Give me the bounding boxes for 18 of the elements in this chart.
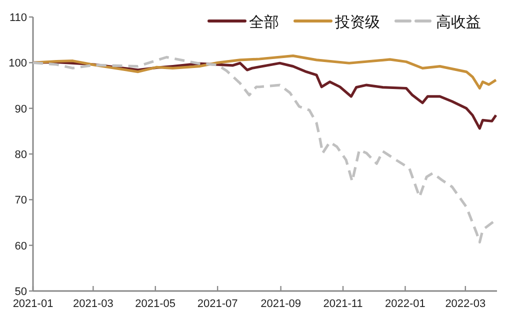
- x-tick-label: 2021-05: [135, 298, 176, 310]
- x-tick-label: 2021-01: [12, 298, 54, 310]
- y-tick-label: 60: [14, 240, 27, 252]
- x-tick-label: 2022-03: [445, 298, 486, 310]
- legend-label: 全部: [249, 14, 279, 31]
- y-tick-label: 50: [14, 286, 27, 298]
- legend-label: 投资级: [334, 14, 380, 31]
- y-tick-label: 110: [9, 12, 27, 24]
- legend-label: 高收益: [436, 14, 481, 31]
- y-tick-label: 100: [8, 58, 27, 70]
- x-tick-label: 2021-07: [197, 298, 238, 310]
- x-tick-label: 2021-11: [323, 298, 363, 310]
- x-tick-label: 2021-03: [72, 298, 114, 310]
- y-tick-label: 80: [14, 149, 27, 161]
- x-tick-label: 2022-01: [385, 298, 426, 310]
- y-tick-label: 70: [14, 194, 27, 207]
- y-tick-label: 90: [14, 103, 27, 116]
- x-tick-label: 2021-09: [260, 298, 301, 310]
